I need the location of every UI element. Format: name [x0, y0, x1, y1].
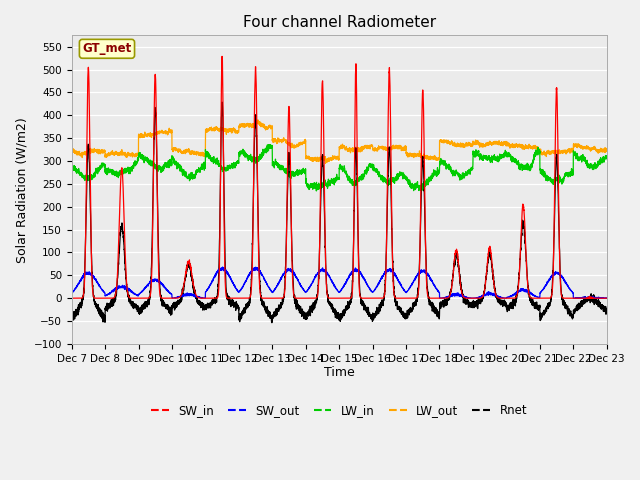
- LW_in: [486, 157, 494, 163]
- Line: LW_in: LW_in: [72, 144, 607, 191]
- LW_in: [312, 188, 320, 194]
- LW_out: [254, 117, 262, 123]
- LW_out: [388, 147, 396, 153]
- SW_out: [512, 290, 520, 296]
- Line: LW_out: LW_out: [72, 120, 607, 163]
- Rnet: [179, 290, 186, 296]
- SW_in: [68, 295, 76, 301]
- SW_in: [526, 294, 534, 300]
- LW_in: [266, 142, 274, 147]
- SW_in: [179, 288, 186, 294]
- SW_out: [219, 264, 227, 270]
- Rnet: [526, 296, 534, 301]
- Rnet: [388, 226, 396, 232]
- SW_in: [359, 295, 367, 301]
- Rnet: [68, 314, 76, 320]
- Legend: SW_in, SW_out, LW_in, LW_out, Rnet: SW_in, SW_out, LW_in, LW_out, Rnet: [147, 399, 532, 421]
- LW_out: [322, 160, 330, 166]
- Rnet: [268, 320, 276, 325]
- LW_in: [526, 166, 534, 171]
- LW_in: [359, 173, 367, 179]
- Text: GT_met: GT_met: [83, 42, 132, 55]
- LW_out: [486, 140, 494, 146]
- X-axis label: Time: Time: [324, 366, 355, 379]
- LW_out: [359, 146, 367, 152]
- LW_out: [68, 146, 76, 152]
- LW_in: [388, 178, 396, 184]
- SW_out: [570, 295, 577, 301]
- LW_in: [603, 154, 611, 159]
- Y-axis label: Solar Radiation (W/m2): Solar Radiation (W/m2): [15, 117, 28, 263]
- LW_out: [179, 149, 186, 155]
- Title: Four channel Radiometer: Four channel Radiometer: [243, 15, 436, 30]
- SW_out: [68, 290, 76, 296]
- Rnet: [603, 309, 611, 315]
- Line: Rnet: Rnet: [72, 102, 607, 323]
- SW_in: [512, 294, 520, 300]
- SW_out: [603, 295, 611, 301]
- LW_in: [179, 170, 186, 176]
- LW_in: [513, 156, 520, 162]
- LW_in: [68, 164, 76, 169]
- Line: SW_in: SW_in: [72, 56, 607, 298]
- LW_out: [526, 144, 534, 150]
- SW_out: [179, 292, 186, 298]
- SW_in: [603, 295, 611, 301]
- Line: SW_out: SW_out: [72, 267, 607, 298]
- Rnet: [486, 252, 494, 257]
- SW_out: [388, 268, 396, 274]
- SW_in: [388, 204, 396, 210]
- LW_out: [603, 147, 611, 153]
- Rnet: [359, 302, 367, 308]
- SW_out: [526, 289, 534, 295]
- SW_in: [218, 53, 226, 59]
- SW_in: [570, 295, 577, 301]
- SW_out: [486, 291, 493, 297]
- Rnet: [218, 99, 226, 105]
- SW_out: [359, 275, 367, 280]
- LW_out: [513, 144, 520, 149]
- SW_in: [486, 243, 493, 249]
- Rnet: [513, 297, 520, 303]
